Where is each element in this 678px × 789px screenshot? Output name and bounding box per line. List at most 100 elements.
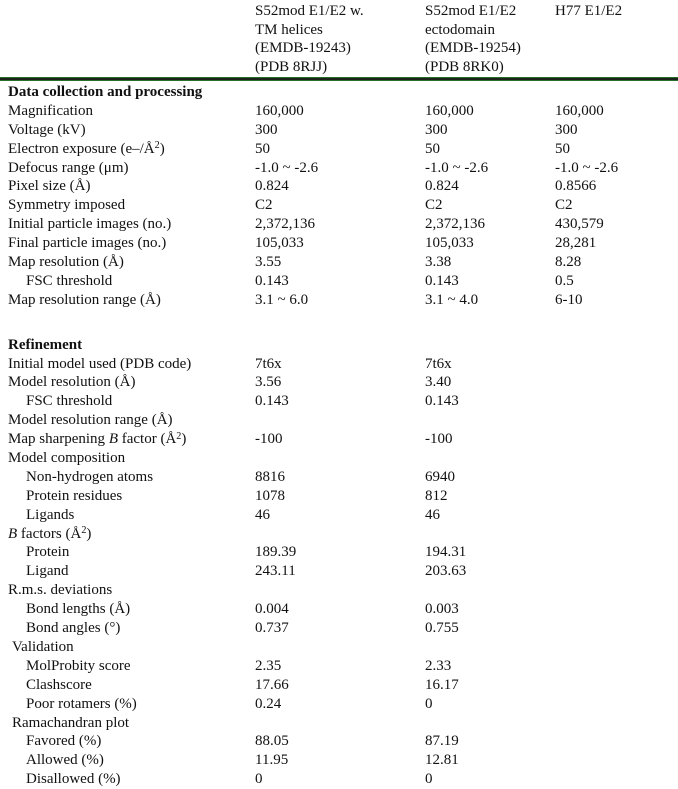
cell-value: 28,281 xyxy=(555,235,597,252)
row-label: Bond angles (°) xyxy=(26,620,121,637)
cell-value: 1078 xyxy=(255,487,285,504)
cell-value xyxy=(555,581,678,600)
row-label: Non-hydrogen atoms xyxy=(26,468,154,485)
table-row: Magnification 160,000 160,000 160,000 xyxy=(8,102,678,121)
cell-value: 160,000 xyxy=(425,102,474,119)
table-row: Voltage (kV) 300 300 300 xyxy=(8,121,678,140)
cell-value: 46 xyxy=(425,506,440,523)
cell-value: 50 xyxy=(255,140,270,157)
cell-value: 6-10 xyxy=(555,291,583,308)
row-label: B factors (Å2) xyxy=(8,525,255,544)
table-header: S52mod E1/E2 w. TM helices (EMDB-19243) (PD… xyxy=(0,0,678,76)
cell-value: 3.38 xyxy=(425,254,452,271)
cell-value xyxy=(555,600,678,619)
cell-value xyxy=(555,525,678,544)
row-label: Initial model used (PDB code) xyxy=(8,355,192,372)
table-row: Non-hydrogen atoms 8816 6940 xyxy=(8,468,678,487)
superscript-text: 2 xyxy=(154,140,160,152)
cell-value xyxy=(255,714,425,733)
cell-value: 300 xyxy=(555,121,578,138)
table-row: Model resolution (Å) 3.56 3.40 xyxy=(8,373,678,392)
cell-value xyxy=(555,430,678,449)
cell-value xyxy=(425,336,555,355)
cell-value: 0 xyxy=(425,771,433,788)
cell-value: 430,579 xyxy=(555,216,604,233)
column-header-line: (EMDB-19243) xyxy=(255,40,351,56)
table-row: MolProbity score 2.35 2.33 xyxy=(8,657,678,676)
label-text: Map sharpening xyxy=(8,431,109,448)
cell-value: 3.40 xyxy=(425,374,452,391)
row-label: Symmetry imposed xyxy=(8,197,126,214)
cell-value xyxy=(255,336,425,355)
cell-value: C2 xyxy=(425,197,443,214)
row-label: Pixel size (Å) xyxy=(8,178,91,195)
row-label: Initial particle images (no.) xyxy=(8,216,172,233)
cell-value xyxy=(425,581,555,600)
table-row: Disallowed (%) 0 0 xyxy=(8,770,678,789)
row-label: Model resolution range (Å) xyxy=(8,412,173,429)
cell-value: 105,033 xyxy=(425,235,474,252)
table-row: Bond lengths (Å) 0.004 0.003 xyxy=(8,600,678,619)
table-row: Validation xyxy=(8,638,678,657)
column-header-line: (PDB 8RK0) xyxy=(425,58,504,75)
superscript-text: 2 xyxy=(81,525,87,537)
cell-value xyxy=(555,751,678,770)
cell-value xyxy=(555,468,678,487)
cell-value: 0.8566 xyxy=(555,178,597,195)
table-row: Ramachandran plot xyxy=(8,714,678,733)
cell-value xyxy=(425,449,555,468)
cell-value xyxy=(555,336,678,355)
cell-value xyxy=(555,657,678,676)
column-header-line: S52mod E1/E2 w. xyxy=(255,3,364,19)
table-row: Ligand 243.11 203.63 xyxy=(8,562,678,581)
italic-text: B xyxy=(108,431,118,448)
cell-value: 17.66 xyxy=(255,676,289,693)
table-row: FSC threshold 0.143 0.143 0.5 xyxy=(8,272,678,291)
row-label: FSC threshold xyxy=(26,272,113,289)
table-row: Initial model used (PDB code) 7t6x 7t6x xyxy=(8,355,678,374)
label-text: Electron exposure (e–/Å xyxy=(8,140,155,157)
column-header-line: S52mod E1/E2 xyxy=(425,3,517,19)
cell-value xyxy=(555,83,678,102)
cell-value: 0.824 xyxy=(425,178,459,195)
cell-value xyxy=(555,373,678,392)
cell-value xyxy=(555,770,678,789)
cell-value: 105,033 xyxy=(255,235,304,252)
cell-value: 3.1 ~ 6.0 xyxy=(255,291,309,308)
row-label: Defocus range (μm) xyxy=(8,159,129,176)
cell-value xyxy=(255,581,425,600)
cell-value xyxy=(555,487,678,506)
row-label: Map resolution range (Å) xyxy=(8,291,161,308)
table-row: Final particle images (no.) 105,033 105,03… xyxy=(8,234,678,253)
row-label: Map sharpening B factor (Å2) xyxy=(8,430,255,449)
table-row: Bond angles (°) 0.737 0.755 xyxy=(8,619,678,638)
table-row: R.m.s. deviations xyxy=(8,581,678,600)
section-header: Refinement xyxy=(8,336,83,353)
table-row: B factors (Å2) xyxy=(8,525,678,544)
row-label: FSC threshold xyxy=(26,393,113,410)
cell-value: 16.17 xyxy=(425,676,459,693)
cell-value: -1.0 ~ -2.6 xyxy=(255,159,319,176)
table-row: Favored (%) 88.05 87.19 xyxy=(8,732,678,751)
label-text: ) xyxy=(159,140,165,157)
cell-value xyxy=(555,562,678,581)
italic-text: B xyxy=(8,525,18,542)
cell-value xyxy=(255,638,425,657)
row-label: Allowed (%) xyxy=(26,752,104,769)
cell-value: 189.39 xyxy=(255,544,297,561)
cell-value: 7t6x xyxy=(255,355,282,372)
table-body: Data collection and processing Magnificat… xyxy=(0,81,678,789)
table-row: Data collection and processing xyxy=(8,83,678,102)
cell-value: 3.55 xyxy=(255,254,282,271)
row-label: R.m.s. deviations xyxy=(8,582,113,599)
row-label: Bond lengths (Å) xyxy=(26,601,131,618)
row-label: Poor rotamers (%) xyxy=(26,695,137,712)
column-header-3: H77 E1/E2 xyxy=(555,2,678,76)
spacer-row xyxy=(8,310,678,336)
table-row: Model composition xyxy=(8,449,678,468)
cell-value: 243.11 xyxy=(255,563,296,580)
table-row: Defocus range (μm) -1.0 ~ -2.6 -1.0 ~ -2.6… xyxy=(8,159,678,178)
header-divider xyxy=(0,77,678,81)
table-row: Refinement xyxy=(8,336,678,355)
column-header-line: H77 E1/E2 xyxy=(555,3,623,19)
